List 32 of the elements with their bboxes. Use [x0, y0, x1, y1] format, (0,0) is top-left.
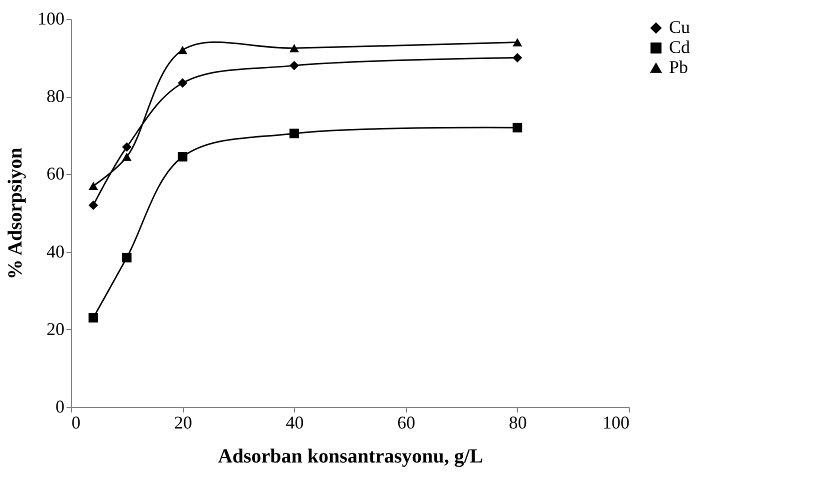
x-tick-label: 80 [508, 412, 527, 432]
point [88, 200, 98, 210]
point [289, 60, 299, 70]
point [512, 122, 522, 132]
x-axis-title: Adsorban konsantrasyonu, g/L [218, 446, 484, 468]
point [178, 78, 188, 88]
point [122, 252, 132, 262]
y-tick-label: 80 [46, 86, 64, 106]
legend-label: Cd [669, 37, 690, 57]
point [512, 38, 522, 46]
x-tick-label: 40 [286, 412, 304, 432]
point [289, 44, 299, 52]
point [512, 53, 522, 63]
legend-label: Pb [669, 57, 688, 77]
point [178, 152, 188, 162]
y-tick-label: 0 [56, 396, 64, 416]
point [289, 128, 299, 138]
x-tick-label: 60 [397, 412, 416, 432]
y-tick-label: 20 [46, 318, 64, 339]
x-tick-label: 20 [174, 412, 192, 432]
legend-label: Cu [669, 17, 690, 37]
y-tick-label: 40 [46, 241, 64, 262]
y-tick-label: 100 [38, 8, 64, 28]
point [122, 152, 132, 161]
x-tick-label: 0 [72, 412, 80, 432]
y-axis-title: % Adsorpsiyon [4, 148, 26, 280]
point [122, 142, 132, 152]
point [88, 182, 98, 190]
y-tick-label: 60 [46, 164, 64, 184]
point [88, 313, 98, 323]
x-tick-label: 100 [602, 412, 630, 432]
point [178, 46, 188, 54]
